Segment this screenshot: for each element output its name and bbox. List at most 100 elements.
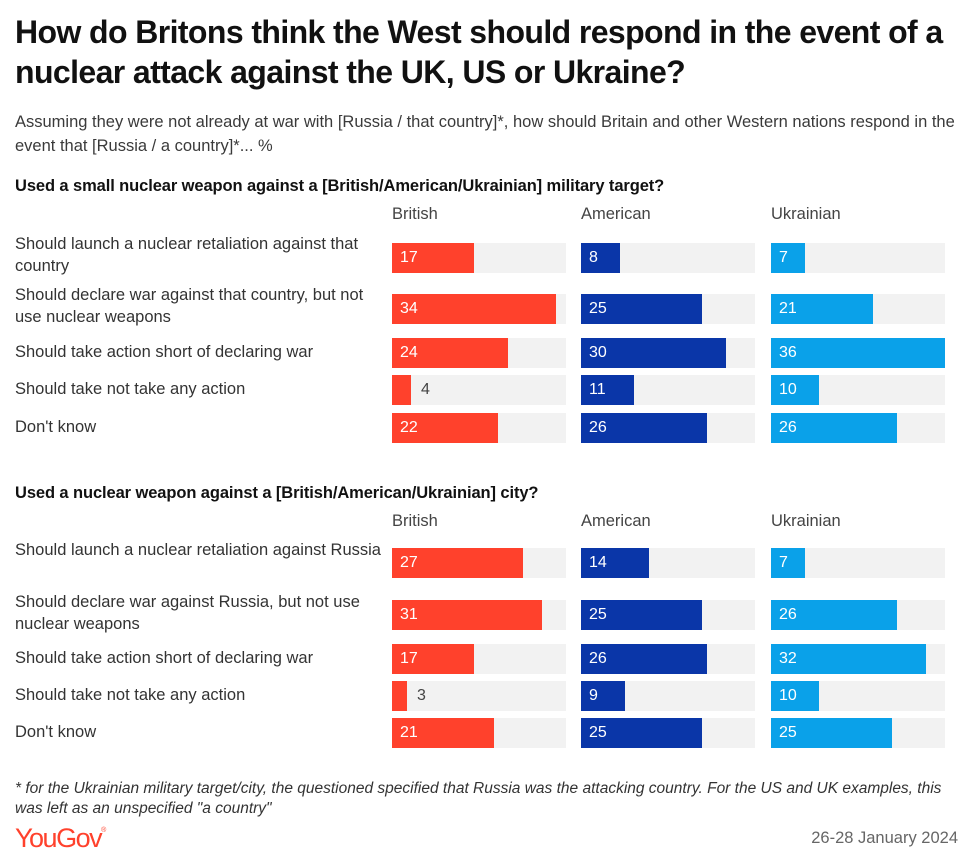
column-header-british: British: [392, 205, 438, 223]
bar-british: [392, 548, 523, 578]
bar-british: [392, 294, 556, 324]
bar-ukrainian: [771, 600, 897, 630]
data-label: 11: [589, 381, 606, 398]
data-label: 8: [589, 249, 598, 266]
data-label: 7: [779, 249, 788, 266]
bar-track: 26: [581, 644, 755, 674]
bar-american: [581, 375, 634, 405]
category-label: Should declare war against Russia, but n…: [15, 593, 360, 633]
column-header-american: American: [581, 512, 651, 530]
category-label: Should take not take any action: [15, 380, 246, 398]
bar-track: 7: [771, 243, 945, 273]
bar-track: 17: [392, 243, 566, 273]
bar-american: [581, 243, 620, 273]
data-label: 10: [779, 381, 797, 398]
data-label: 17: [400, 249, 418, 266]
column-header-ukrainian: Ukrainian: [771, 512, 841, 530]
bar-american: [581, 681, 625, 711]
bar-american: [581, 644, 707, 674]
bar-track: 10: [771, 375, 945, 405]
bar-british: [392, 413, 498, 443]
bar-track: 25: [581, 600, 755, 630]
chart-title: How do Britons think the West should res…: [15, 14, 943, 90]
bar-american: [581, 338, 726, 368]
category-label: Don't know: [15, 418, 97, 436]
column-header-ukrainian: Ukrainian: [771, 205, 841, 223]
bar-track: 10: [771, 681, 945, 711]
bar-british: [392, 718, 494, 748]
bar-track: 21: [771, 294, 945, 324]
data-label: 21: [400, 724, 418, 741]
data-label: 31: [400, 606, 418, 623]
data-label: 26: [589, 650, 607, 667]
data-label: 25: [589, 724, 607, 741]
section-title: Used a small nuclear weapon against a [B…: [15, 177, 665, 195]
bar-track: 26: [771, 413, 945, 443]
column-header-british: British: [392, 512, 438, 530]
bar-track: 3: [392, 681, 566, 711]
data-label: 32: [779, 650, 797, 667]
data-label: 26: [779, 606, 797, 623]
bar-track: 25: [581, 718, 755, 748]
chart-subtitle: Assuming they were not already at war wi…: [15, 113, 955, 155]
bar-track: 8: [581, 243, 755, 273]
bar-track: 32: [771, 644, 945, 674]
registered-mark: ®: [101, 827, 107, 834]
footnote: * for the Ukrainian military target/city…: [15, 780, 942, 817]
category-label: Should take action short of declaring wa…: [15, 649, 314, 667]
bar-track: 26: [581, 413, 755, 443]
bar-track: 24: [392, 338, 566, 368]
bar-track: 7: [771, 548, 945, 578]
bar-ukrainian: [771, 718, 892, 748]
bar-track: 31: [392, 600, 566, 630]
category-label: Should declare war against that country,…: [15, 286, 364, 326]
bar-track: 30: [581, 338, 755, 368]
data-label: 14: [589, 554, 607, 571]
data-label: 21: [779, 300, 797, 317]
category-label: Should launch a nuclear retaliation agai…: [15, 541, 381, 559]
bar-track: 27: [392, 548, 566, 578]
bar-track: 14: [581, 548, 755, 578]
data-label: 7: [779, 554, 788, 571]
bar-british: [392, 338, 508, 368]
bar-track: 9: [581, 681, 755, 711]
bar-american: [581, 548, 649, 578]
bar-american: [581, 294, 702, 324]
category-label: Don't know: [15, 723, 97, 741]
data-label: 36: [779, 344, 797, 361]
fieldwork-date: 26-28 January 2024: [811, 829, 958, 847]
bar-ukrainian: [771, 681, 819, 711]
data-label: 9: [589, 687, 598, 704]
data-label: 25: [589, 606, 607, 623]
data-label: 26: [589, 419, 607, 436]
bar-ukrainian: [771, 413, 897, 443]
bar-track: 11: [581, 375, 755, 405]
category-label: Should take not take any action: [15, 686, 246, 704]
bar-ukrainian: [771, 548, 805, 578]
category-label: Should launch a nuclear retaliation agai…: [15, 235, 359, 275]
bar-american: [581, 413, 707, 443]
data-label: 34: [400, 300, 418, 317]
data-label: 17: [400, 650, 418, 667]
data-label: 4: [421, 381, 430, 398]
column-header-american: American: [581, 205, 651, 223]
bar-track: 21: [392, 718, 566, 748]
bar-ukrainian: [771, 338, 945, 368]
bar-ukrainian: [771, 644, 926, 674]
data-label: 30: [589, 344, 607, 361]
data-label: 22: [400, 419, 418, 436]
bar-american: [581, 600, 702, 630]
bar-track: 22: [392, 413, 566, 443]
bar-british: [392, 644, 474, 674]
data-label: 10: [779, 687, 797, 704]
bar-track: 4: [392, 375, 566, 405]
bar-british: [392, 243, 474, 273]
bar-track: 25: [581, 294, 755, 324]
bar-ukrainian: [771, 243, 805, 273]
bar-track: 17: [392, 644, 566, 674]
data-label: 24: [400, 344, 418, 361]
data-label: 27: [400, 554, 418, 571]
bar-ukrainian: [771, 294, 873, 324]
data-label: 3: [417, 687, 426, 704]
bar-british: [392, 681, 407, 711]
